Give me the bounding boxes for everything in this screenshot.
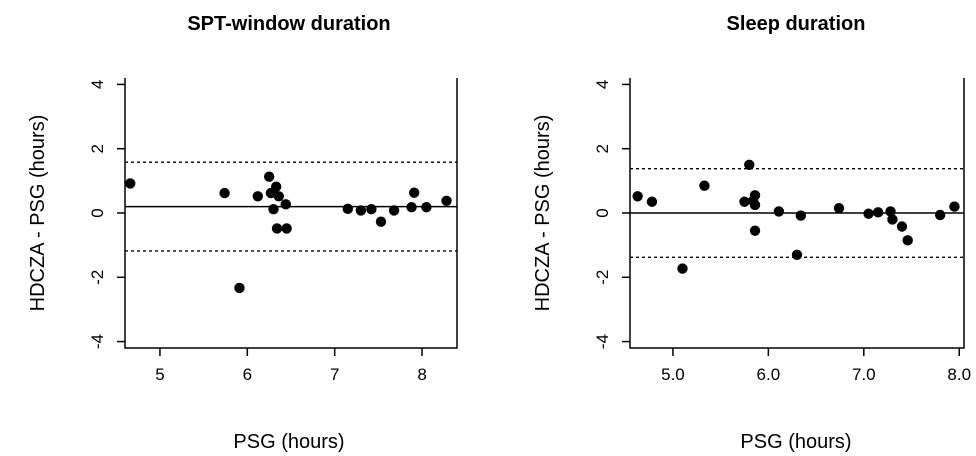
data-point xyxy=(795,210,807,221)
y-tick-label: 2 xyxy=(88,144,107,153)
data-point xyxy=(646,196,658,207)
y-tick-label: -4 xyxy=(88,334,107,349)
x-tick-label: 8.0 xyxy=(947,365,971,384)
data-point xyxy=(949,201,960,212)
x-tick-label: 7.0 xyxy=(852,365,876,384)
data-point xyxy=(408,187,420,198)
data-point xyxy=(388,205,400,216)
data-point xyxy=(355,205,367,216)
y-tick-label: -2 xyxy=(88,270,107,285)
data-point xyxy=(441,195,452,206)
chart-title: SPT-window duration xyxy=(187,13,390,35)
data-point xyxy=(773,206,785,217)
data-point xyxy=(406,202,417,213)
x-tick-label: 6.0 xyxy=(757,365,781,384)
data-point xyxy=(421,202,432,213)
data-point xyxy=(744,159,755,170)
chart-title: Sleep duration xyxy=(727,13,866,35)
data-point xyxy=(902,235,913,246)
data-point xyxy=(632,191,643,202)
data-point xyxy=(375,216,387,227)
data-point xyxy=(273,191,284,202)
data-point xyxy=(791,249,803,260)
y-tick-label: 4 xyxy=(593,80,612,89)
y-tick-label: 4 xyxy=(88,80,107,89)
data-point xyxy=(699,180,710,191)
data-point xyxy=(252,191,263,202)
y-axis-label: HDCZA - PSG (hours) xyxy=(532,115,554,312)
x-tick-label: 5 xyxy=(155,365,164,384)
x-axis-label: PSG (hours) xyxy=(233,431,344,453)
data-point xyxy=(677,263,688,274)
data-point xyxy=(749,199,761,211)
data-point xyxy=(271,223,283,234)
y-tick-label: 0 xyxy=(593,208,612,217)
data-point xyxy=(366,203,377,215)
data-point xyxy=(739,196,750,207)
data-point xyxy=(934,209,946,221)
x-tick-label: 8 xyxy=(417,365,426,384)
data-point xyxy=(280,199,291,210)
data-point xyxy=(863,208,874,219)
data-point xyxy=(270,181,282,192)
x-axis-label: PSG (hours) xyxy=(740,431,851,453)
x-tick-label: 7 xyxy=(330,365,339,384)
data-point xyxy=(896,221,908,232)
data-point xyxy=(885,206,896,217)
data-point xyxy=(268,203,279,215)
data-point xyxy=(125,178,136,189)
data-point xyxy=(342,203,353,215)
data-point xyxy=(749,190,761,201)
data-point xyxy=(887,214,898,225)
data-point xyxy=(234,282,245,294)
plot-frame xyxy=(124,78,458,349)
y-tick-label: 0 xyxy=(88,208,107,217)
y-tick-label: -2 xyxy=(593,270,612,285)
data-point xyxy=(872,207,884,218)
data-point xyxy=(281,223,292,234)
panel-sleep-duration: Sleep duration PSG (hours) HDCZA - PSG (… xyxy=(532,13,971,453)
y-axis-label: HDCZA - PSG (hours) xyxy=(27,115,49,312)
data-point xyxy=(219,187,230,199)
data-point xyxy=(749,225,761,236)
x-tick-label: 6 xyxy=(243,365,252,384)
y-tick-label: -4 xyxy=(593,334,612,349)
y-tick-label: 2 xyxy=(593,144,612,153)
data-point xyxy=(833,202,845,214)
x-tick-label: 5.0 xyxy=(661,365,685,384)
panel-spt-window: SPT-window duration PSG (hours) HDCZA - … xyxy=(27,13,458,453)
data-point xyxy=(263,171,275,182)
